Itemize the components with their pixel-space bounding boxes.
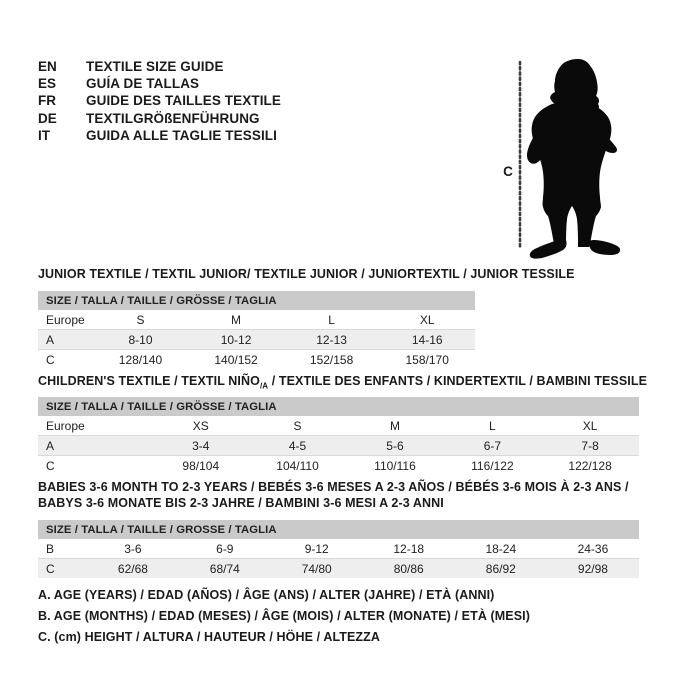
svg-text:C: C (503, 164, 513, 179)
